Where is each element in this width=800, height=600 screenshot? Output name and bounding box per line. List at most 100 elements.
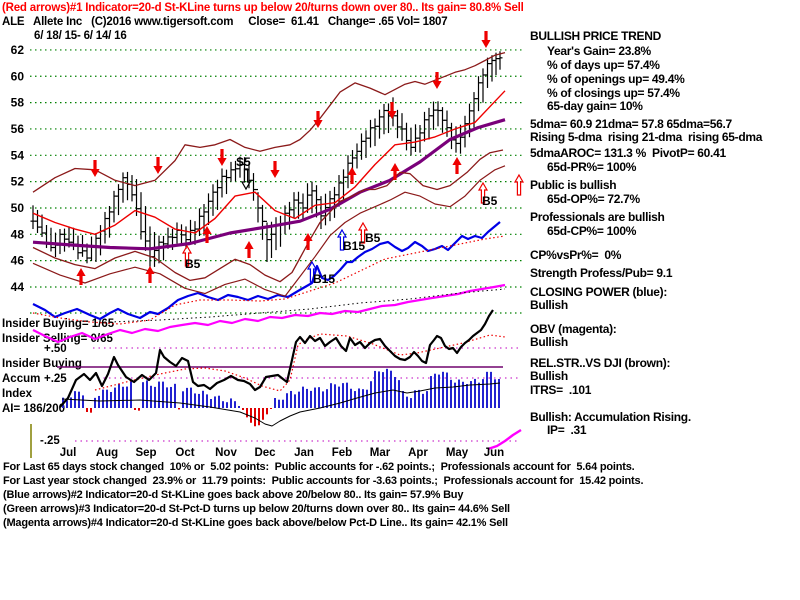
analysis-line-4: % of closings up= 57.4% [547,86,680,100]
month-label: Oct [175,447,194,459]
footer-line-1: For Last year stock changed 23.9% or 11.… [3,475,644,487]
buy-arrow-icon [145,266,155,283]
analysis-line-14: CP%vsPr%= 0% [530,248,622,262]
sell-arrow-icon [387,102,397,119]
footer-line-0: For Last 65 days stock changed 10% or 5.… [3,461,635,473]
analysis-line-12: Professionals are bullish [530,210,665,224]
signal-label: B5 [482,194,498,208]
accum-index [59,309,494,408]
analysis-line-8: 5dmaAROC= 131.3 % PivotP= 60.41 [530,146,726,160]
analysis-line-22: ITRS= .101 [530,383,592,397]
y-axis-tick: 48 [11,227,25,241]
outer-lower-band [32,165,506,297]
analysis-line-5: 65-day gain= 10% [547,99,643,113]
sell-arrow-icon [270,161,280,178]
analysis-line-15: Strength Profess/Pub= 9.1 [530,266,673,280]
analysis-line-23: Bullish: Accumulation Rising. [530,410,691,424]
analysis-line-21: Bullish [530,369,568,383]
buy-arrow-icon [244,241,254,258]
month-label: May [446,447,469,459]
footer-line-4: (Magenta arrows)#4 Indicator=20-d St-KLi… [3,517,508,529]
left-pane-label: Insider Selling= 0/65 [2,333,113,345]
analysis-line-3: % of openings up= 49.4% [547,72,685,86]
sell-arrow-icon [153,157,163,174]
month-label: Apr [408,447,428,459]
buy-arrow-icon [76,268,86,285]
sell-arrow-icon [313,111,323,128]
lower-band [32,149,504,283]
buy-arrow-icon [452,157,462,174]
sell-arrow-icon [90,160,100,177]
signal-label: B15 [343,239,365,253]
left-pane-label: Insider Buying [2,358,82,370]
thin-buy-arrow-icon [477,181,489,204]
left-pane-label: Accum [2,373,40,385]
level-label: +.25 [44,373,67,385]
buy-arrow-icon [202,226,212,243]
y-axis-tick: 52 [11,175,25,189]
thin-buy-arrow-icon [181,244,193,267]
accum-ma [61,382,501,427]
left-pane-label: AI= 186/200 [2,403,65,415]
month-label: Aug [96,447,118,459]
sell-arrow-icon [217,149,227,166]
signal-label: B5 [365,231,381,245]
analysis-line-18: OBV (magenta): [530,322,617,336]
y-axis-tick: 46 [11,254,25,268]
accum-histogram [62,368,500,427]
buy-arrow-icon [347,167,357,184]
magenta-swoosh [487,428,522,451]
left-pane-label: Insider Buying= 1/65 [2,318,115,330]
blue-buy-arrow-icon [336,228,348,251]
analysis-line-17: Bullish [530,298,568,312]
level-label: +.50 [44,343,67,355]
ticker-summary-line: ALE Allete Inc (C)2016 www.tigersoft.com… [2,16,448,28]
analysis-line-10: Public is bullish [530,178,617,192]
analysis-line-9: 65d-PR%= 100% [547,160,637,174]
month-label: Jan [294,447,314,459]
analysis-line-13: 65d-CP%= 100% [547,224,637,238]
analysis-line-16: CLOSING POWER (blue): [530,285,668,299]
black-sell-arrow-icon [240,168,252,191]
footer-line-3: (Green arrows)#3 Indicator=20-d St-Pct-D… [3,503,510,515]
footer-line-2: (Blue arrows)#2 Indicator=20-d St-KLine … [3,489,464,501]
buy-arrow-icon [303,233,313,250]
y-axis-tick: 62 [11,43,25,57]
price-bars [30,51,503,269]
y-axis-tick: 50 [11,201,25,215]
buy-arrow-icon [390,163,400,180]
analysis-line-0: BULLISH PRICE TREND [530,29,661,43]
analysis-line-7: Rising 5-dma rising 21-dma rising 65-dma [530,130,763,144]
65dma [32,118,506,251]
month-label: Jun [484,447,504,459]
signal-label: S5 [236,155,251,169]
upper-band [32,51,506,193]
sell-arrow-icon [432,72,442,89]
analysis-line-2: % of days up= 57.4% [547,58,660,72]
analysis-line-11: 65d-OP%= 72.7% [547,192,640,206]
sell-arrow-icon [481,31,491,48]
y-axis-tick: 44 [11,280,25,294]
month-label: Jul [60,447,77,459]
analysis-line-6: 5dma= 60.9 21dma= 57.8 65dma=56.7 [530,117,732,131]
month-label: Nov [215,447,237,459]
signal-label: B5 [185,257,201,271]
y-axis-tick: 56 [11,122,25,136]
analysis-line-24: IP= .31 [547,423,587,437]
month-label: Dec [254,447,276,459]
level-label: -.25 [40,435,60,447]
left-pane-label: Index [2,388,33,400]
blue-buy-arrow-icon [306,260,318,283]
y-axis-tick: 54 [11,148,25,162]
month-label: Mar [370,447,391,459]
analysis-line-19: Bullish [530,335,568,349]
date-range: 6/ 18/ 15- 6/ 14/ 16 [34,30,127,42]
y-axis-tick: 58 [11,96,25,110]
month-label: Feb [332,447,352,459]
21dma [32,90,506,236]
y-axis-tick: 60 [11,69,25,83]
signal-label: B15 [313,272,335,286]
cp-ma [32,235,506,325]
